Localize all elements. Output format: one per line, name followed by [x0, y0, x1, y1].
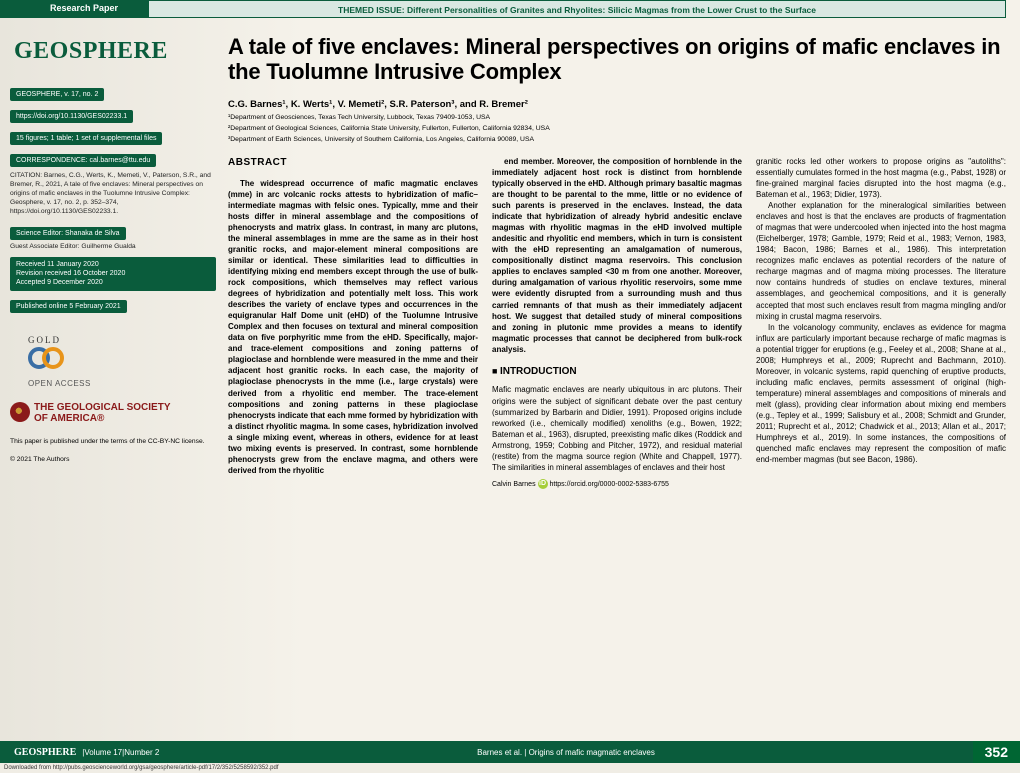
column-1: ABSTRACT The widespread occurrence of ma… [228, 156, 478, 489]
column-3: granitic rocks led other workers to prop… [756, 156, 1006, 489]
citation-block: CITATION: Barnes, C.G., Werts, K., Memet… [10, 171, 216, 216]
col3-p2: Another explanation for the mineralogica… [756, 200, 1006, 321]
page: Research Paper THEMED ISSUE: Different P… [0, 0, 1020, 773]
copyright-text: © 2021 The Authors [10, 456, 216, 463]
oa-gold-label: GOLD [28, 335, 216, 345]
footer-number: Number 2 [124, 748, 159, 757]
affiliation-2: ²Department of Geological Sciences, Cali… [228, 124, 1006, 133]
figures-pill: 15 figures; 1 table; 1 set of supplement… [10, 132, 162, 145]
footer-center: Barnes et al. | Origins of mafic magmati… [159, 748, 972, 757]
intro-p1: Mafic magmatic enclaves are nearly ubiqu… [492, 384, 742, 472]
article-title: A tale of five enclaves: Mineral perspec… [228, 34, 1006, 85]
footer-journal: GEOSPHERE [14, 747, 76, 758]
abstract-body: The widespread occurrence of mafic magma… [228, 178, 478, 476]
footer-volume: Volume 17 [84, 748, 122, 757]
sidebar: GEOSPHERE GEOSPHERE, v. 17, no. 2 https:… [10, 30, 228, 489]
revision-date: Revision received 16 October 2020 [16, 269, 210, 278]
received-date: Received 11 January 2020 [16, 260, 210, 269]
orcid-icon[interactable]: iD [538, 479, 548, 489]
download-note: Downloaded from http://pubs.geosciencewo… [0, 763, 1020, 773]
accepted-date: Accepted 9 December 2020 [16, 278, 210, 287]
oa-text: OPEN ACCESS [28, 379, 216, 388]
orcid-line: Calvin Barnes iD https://orcid.org/0000-… [492, 479, 742, 490]
footer-bar: GEOSPHERE | Volume 17 | Number 2 Barnes … [0, 741, 1020, 763]
abstract-heading: ABSTRACT [228, 156, 478, 170]
authors: C.G. Barnes¹, K. Werts¹, V. Memeti², S.R… [228, 99, 1006, 110]
gsa-line1: THE GEOLOGICAL SOCIETY [34, 402, 171, 413]
text-columns: ABSTRACT The widespread occurrence of ma… [228, 156, 1006, 489]
gsa-logo: THE GEOLOGICAL SOCIETY OF AMERICA® [10, 402, 216, 424]
published-pill: Published online 5 February 2021 [10, 300, 127, 313]
column-2: end member. Moreover, the composition of… [492, 156, 742, 489]
doi-pill[interactable]: https://doi.org/10.1130/GES02233.1 [10, 110, 133, 123]
dates-pill: Received 11 January 2020 Revision receiv… [10, 257, 216, 290]
license-text: This paper is published under the terms … [10, 438, 216, 447]
col3-p1: granitic rocks led other workers to prop… [756, 156, 1006, 200]
science-editor-pill: Science Editor: Shanaka de Silva [10, 227, 126, 240]
open-access-icon [28, 347, 68, 375]
top-bar: Research Paper THEMED ISSUE: Different P… [0, 0, 1020, 18]
correspondence-pill[interactable]: CORRESPONDENCE: cal.barnes@ttu.edu [10, 154, 156, 167]
gsa-line2: OF AMERICA® [34, 413, 171, 424]
abstract-cont: end member. Moreover, the composition of… [492, 156, 742, 355]
introduction-heading: INTRODUCTION [492, 365, 742, 379]
page-number: 352 [973, 741, 1020, 763]
journal-name: GEOSPHERE [14, 38, 216, 65]
open-access-badge: GOLD OPEN ACCESS [28, 335, 216, 388]
doi-link[interactable]: https://doi.org/10.1130/GES02233.1 [16, 113, 127, 120]
affiliation-3: ³Department of Earth Sciences, Universit… [228, 135, 1006, 144]
research-paper-badge: Research Paper [0, 0, 148, 18]
main-content: GEOSPHERE GEOSPHERE, v. 17, no. 2 https:… [0, 18, 1020, 489]
volume-issue-pill: GEOSPHERE, v. 17, no. 2 [10, 88, 104, 101]
abstract-text: The widespread occurrence of mafic magma… [228, 178, 478, 476]
gsa-globe-icon [10, 402, 30, 422]
footer: GEOSPHERE | Volume 17 | Number 2 Barnes … [0, 741, 1020, 773]
col3-p3: In the volcanology community, enclaves a… [756, 322, 1006, 465]
article: A tale of five enclaves: Mineral perspec… [228, 30, 1006, 489]
guest-editor-text: Guest Associate Editor: Guilherme Gualda [10, 243, 136, 250]
affiliation-1: ¹Department of Geosciences, Texas Tech U… [228, 113, 1006, 122]
themed-issue-banner[interactable]: THEMED ISSUE: Different Personalities of… [148, 0, 1006, 18]
